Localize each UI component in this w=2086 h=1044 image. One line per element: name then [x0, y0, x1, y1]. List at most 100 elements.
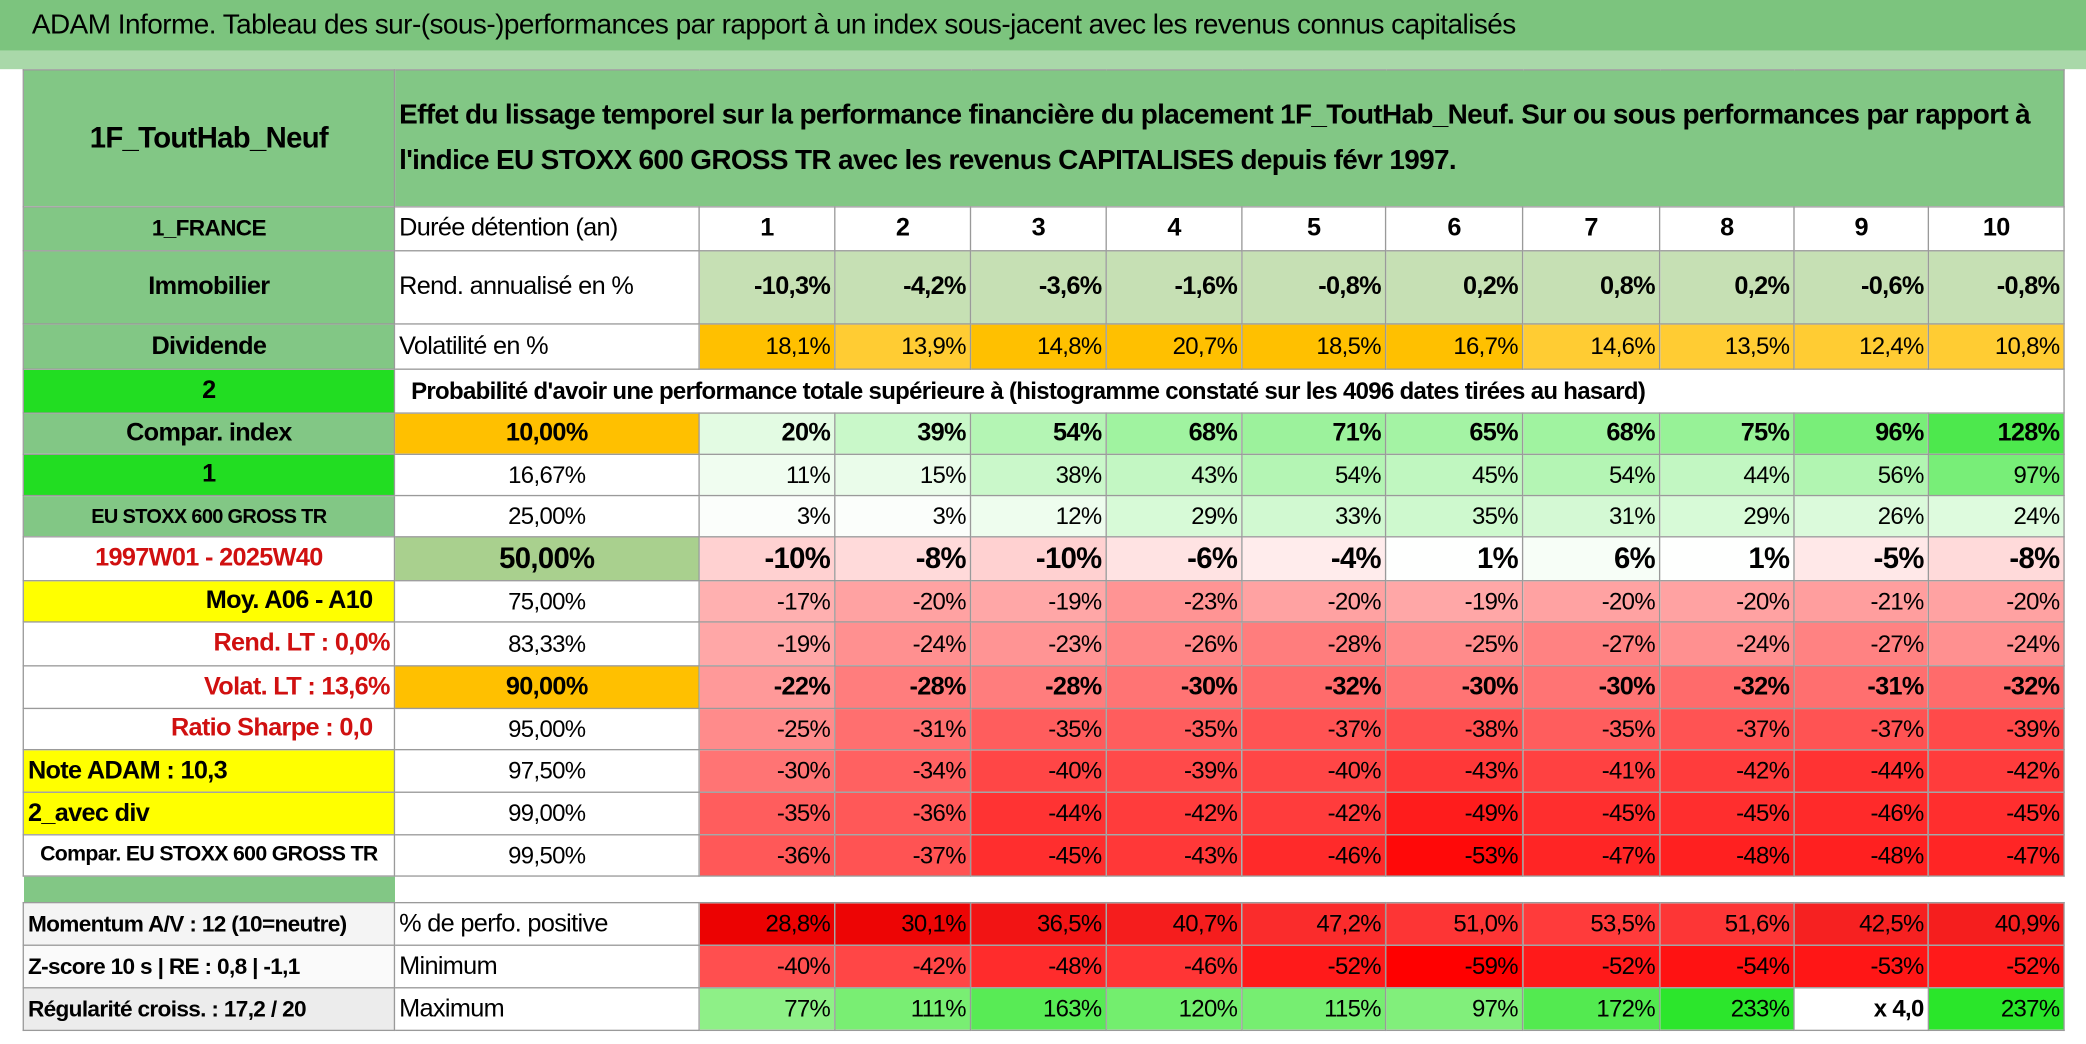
- summary-row: Régularité croiss. : 17,2 / 20 Maximum 77%…: [22, 987, 2065, 1032]
- value-cell: -3,6%: [969, 250, 1107, 325]
- value-cell: -0,8%: [1927, 250, 2065, 325]
- value-cell: -22%: [698, 665, 836, 710]
- header-row: 1F_ToutHab_Neuf Effet du lissage tempore…: [22, 69, 2065, 208]
- value-cell: 51,0%: [1384, 901, 1524, 946]
- row-label: 97,50%: [393, 748, 700, 793]
- table-row: Volat. LT : 13,6% 90,00% -22% -28% -28% -30% -…: [22, 665, 2065, 710]
- value-cell: -25%: [1384, 621, 1524, 667]
- value-cell: -39%: [1927, 707, 2065, 751]
- value-cell: -40%: [969, 748, 1107, 793]
- value-cell: 0,2%: [1658, 250, 1795, 325]
- value-cell: -4,2%: [834, 250, 972, 325]
- value-cell: -24%: [834, 621, 972, 667]
- value-cell: -41%: [1521, 748, 1661, 793]
- value-cell: 54%: [1521, 453, 1661, 497]
- value-cell: 33%: [1241, 494, 1387, 538]
- value-cell: -53%: [1793, 944, 1930, 989]
- value-cell: 47,2%: [1241, 901, 1387, 946]
- value-cell: 4: [1105, 206, 1243, 252]
- row-heading: Momentum A/V : 12 (10=neutre): [22, 901, 396, 946]
- value-cell: -36%: [834, 791, 972, 836]
- value-cell: 43%: [1105, 453, 1243, 497]
- value-cell: 40,9%: [1927, 901, 2065, 946]
- value-cell: -5%: [1793, 536, 1930, 582]
- value-cell: -52%: [1927, 944, 2065, 989]
- header-left: 1F_ToutHab_Neuf: [22, 69, 396, 208]
- row-label: 95,00%: [393, 707, 700, 751]
- row-heading: Rend. LT : 0,0%: [22, 621, 396, 667]
- value-cell: 1%: [1384, 536, 1524, 582]
- row-heading: 1_FRANCE: [22, 206, 396, 252]
- value-cell: 28,8%: [698, 901, 836, 946]
- table-body: 1F_ToutHab_Neuf Effet du lissage tempore…: [22, 69, 2065, 1032]
- value-cell: -20%: [1658, 580, 1795, 623]
- row-label: 25,00%: [393, 494, 700, 538]
- row-label: Volatilité en %: [393, 323, 700, 370]
- row-heading: Ratio Sharpe : 0,0: [22, 707, 396, 751]
- row-heading: Volat. LT : 13,6%: [22, 665, 396, 710]
- value-cell: 96%: [1793, 412, 1930, 455]
- table-row: Dividende Volatilité en % 18,1% 13,9% 14,8% 2…: [22, 323, 2065, 370]
- value-cell: -23%: [1105, 580, 1243, 623]
- value-cell: 11%: [698, 453, 836, 497]
- value-cell: 2: [834, 206, 972, 252]
- title-band: [0, 50, 2086, 70]
- row-heading: Z-score 10 s | RE : 0,8 | -1,1: [22, 944, 396, 989]
- value-cell: 44%: [1658, 453, 1795, 497]
- value-cell: -6%: [1105, 536, 1243, 582]
- value-cell: 75%: [1658, 412, 1795, 455]
- value-cell: -24%: [1927, 621, 2065, 667]
- value-cell: -25%: [698, 707, 836, 751]
- value-cell: 12,4%: [1793, 323, 1930, 370]
- value-cell: -24%: [1658, 621, 1795, 667]
- value-cell: 3%: [698, 494, 836, 538]
- value-cell: 3%: [834, 494, 972, 538]
- value-cell: -37%: [834, 834, 972, 877]
- value-cell: 29%: [1658, 494, 1795, 538]
- value-cell: -4%: [1241, 536, 1387, 582]
- value-cell: 115%: [1241, 987, 1387, 1032]
- value-cell: -36%: [698, 834, 836, 877]
- value-cell: -46%: [1241, 834, 1387, 877]
- value-cell: -46%: [1105, 944, 1243, 989]
- value-cell: 6%: [1521, 536, 1661, 582]
- table-row: Moy. A06 - A10 75,00% -17% -20% -19% -23% -20%…: [22, 580, 2065, 623]
- value-cell: -30%: [1521, 665, 1661, 710]
- row-heading: Dividende: [22, 323, 396, 370]
- summary-row: Z-score 10 s | RE : 0,8 | -1,1 Minimum -40…: [22, 944, 2065, 989]
- title-bar: ADAM Informe. Tableau des sur-(sous-)per…: [0, 0, 2086, 51]
- table-row: Ratio Sharpe : 0,0 95,00% -25% -31% -35% -35%…: [22, 707, 2065, 751]
- value-cell: -42%: [1927, 748, 2065, 793]
- value-cell: -45%: [969, 834, 1107, 877]
- value-cell: -20%: [1241, 580, 1387, 623]
- value-cell: -28%: [1241, 621, 1387, 667]
- value-cell: -10,3%: [698, 250, 836, 325]
- value-cell: -8%: [1927, 536, 2065, 582]
- value-cell: 15%: [834, 453, 972, 497]
- value-cell: 71%: [1241, 412, 1387, 455]
- value-cell: 14,6%: [1521, 323, 1661, 370]
- value-cell: -45%: [1521, 791, 1661, 836]
- value-cell: -48%: [969, 944, 1107, 989]
- value-cell: -38%: [1384, 707, 1524, 751]
- row-heading: Compar. EU STOXX 600 GROSS TR: [22, 834, 396, 877]
- row-label: 83,33%: [393, 621, 700, 667]
- value-cell: -44%: [969, 791, 1107, 836]
- value-cell: -52%: [1241, 944, 1387, 989]
- value-cell: -27%: [1521, 621, 1661, 667]
- value-cell: 10: [1927, 206, 2065, 252]
- row-label: 16,67%: [393, 453, 700, 497]
- value-cell: 12%: [969, 494, 1107, 538]
- row-label: Rend. annualisé en %: [393, 250, 700, 325]
- value-cell: -47%: [1521, 834, 1661, 877]
- table-row: EU STOXX 600 GROSS TR 25,00% 3% 3% 12% 29% 33%…: [22, 494, 2065, 538]
- value-cell: 237%: [1927, 987, 2065, 1032]
- value-cell: 68%: [1521, 412, 1661, 455]
- row-heading: 1997W01 - 2025W40: [22, 536, 396, 582]
- table-row: Rend. LT : 0,0% 83,33% -19% -24% -23% -26% -28…: [22, 621, 2065, 667]
- row-label: Maximum: [393, 987, 700, 1032]
- value-cell: 51,6%: [1658, 901, 1795, 946]
- value-cell: 36,5%: [969, 901, 1107, 946]
- value-cell: -49%: [1384, 791, 1524, 836]
